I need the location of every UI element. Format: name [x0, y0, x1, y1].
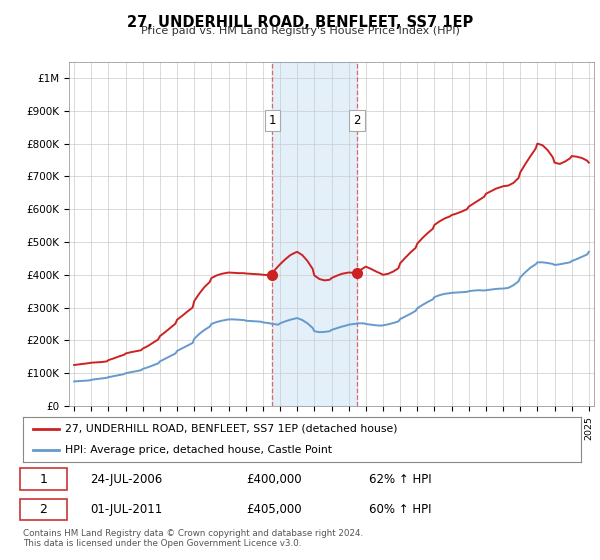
Text: 62% ↑ HPI: 62% ↑ HPI — [369, 473, 431, 486]
Text: 2: 2 — [40, 503, 47, 516]
Bar — [272, 62, 357, 406]
Text: Contains HM Land Registry data © Crown copyright and database right 2024.
This d: Contains HM Land Registry data © Crown c… — [23, 529, 363, 548]
Text: 1: 1 — [269, 114, 276, 127]
Text: 24-JUL-2006: 24-JUL-2006 — [90, 473, 162, 486]
Text: £405,000: £405,000 — [246, 503, 302, 516]
Text: 2: 2 — [353, 114, 361, 127]
Text: 27, UNDERHILL ROAD, BENFLEET, SS7 1EP: 27, UNDERHILL ROAD, BENFLEET, SS7 1EP — [127, 15, 473, 30]
FancyBboxPatch shape — [20, 498, 67, 520]
Text: HPI: Average price, detached house, Castle Point: HPI: Average price, detached house, Cast… — [65, 445, 332, 455]
Text: 60% ↑ HPI: 60% ↑ HPI — [369, 503, 431, 516]
Text: £400,000: £400,000 — [246, 473, 302, 486]
Text: 01-JUL-2011: 01-JUL-2011 — [90, 503, 162, 516]
FancyBboxPatch shape — [20, 468, 67, 489]
Text: Price paid vs. HM Land Registry's House Price Index (HPI): Price paid vs. HM Land Registry's House … — [140, 26, 460, 36]
Text: 1: 1 — [40, 473, 47, 486]
Text: 27, UNDERHILL ROAD, BENFLEET, SS7 1EP (detached house): 27, UNDERHILL ROAD, BENFLEET, SS7 1EP (d… — [65, 424, 397, 434]
